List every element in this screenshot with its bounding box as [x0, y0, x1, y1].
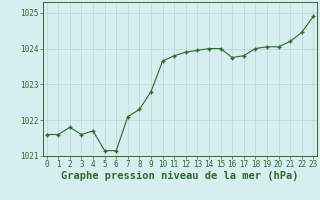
X-axis label: Graphe pression niveau de la mer (hPa): Graphe pression niveau de la mer (hPa): [61, 171, 299, 181]
